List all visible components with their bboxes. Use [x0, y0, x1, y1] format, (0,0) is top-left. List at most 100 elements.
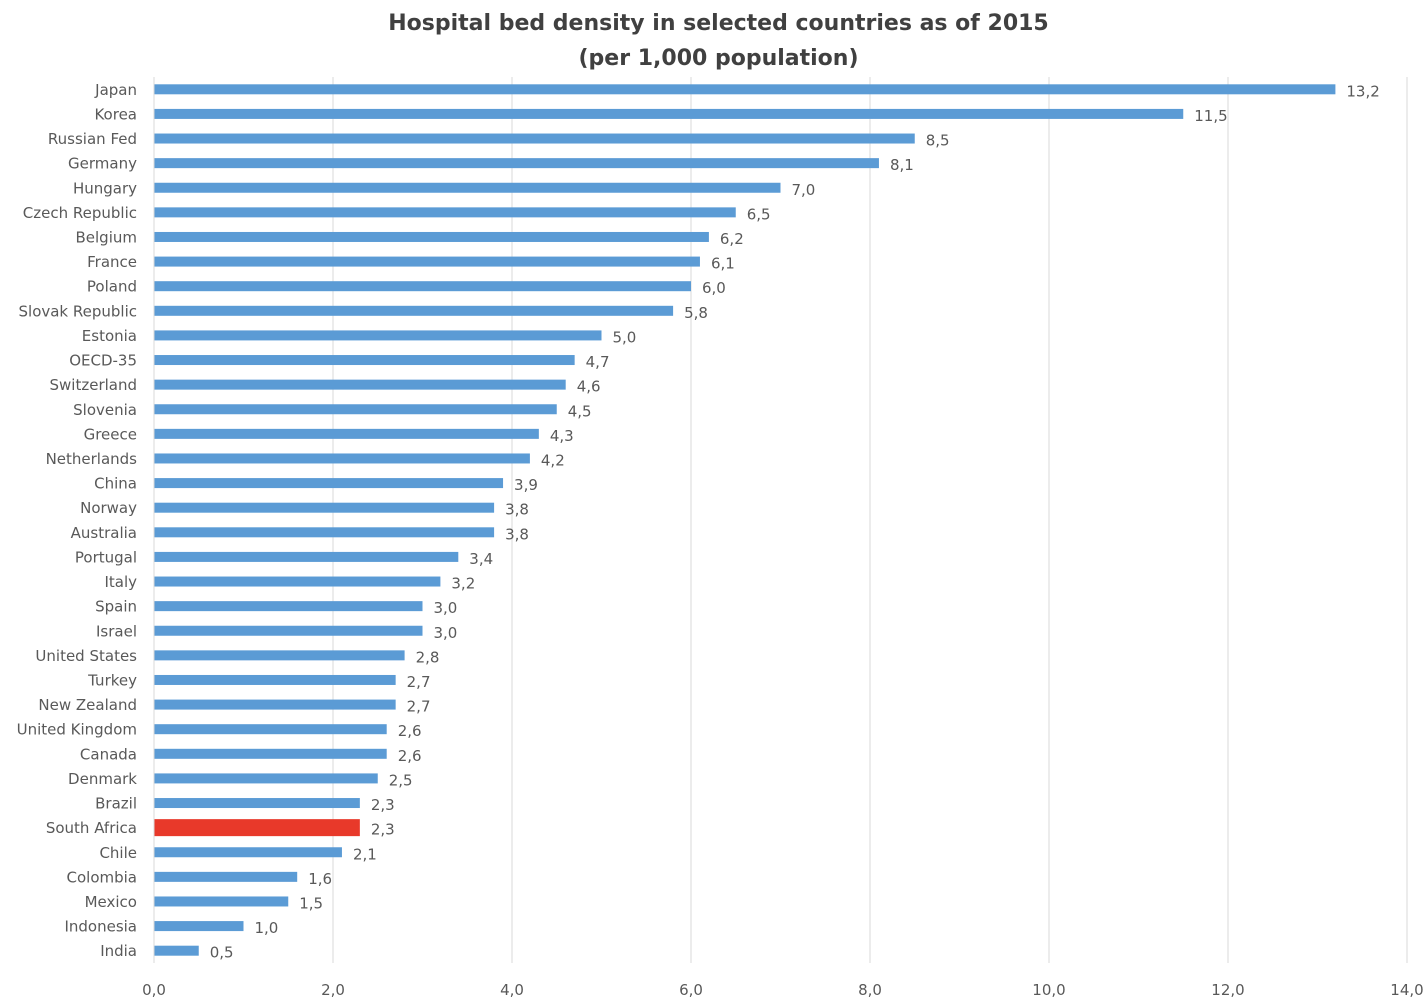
x-tick-label: 12,0	[1211, 981, 1244, 997]
x-tick-label: 0,0	[142, 981, 166, 997]
bar	[154, 84, 1336, 95]
data-label: 6,1	[711, 255, 735, 273]
category-label: Chile	[99, 844, 137, 862]
data-label: 2,6	[398, 722, 422, 740]
bar	[154, 404, 557, 415]
data-label: 2,8	[416, 648, 440, 666]
category-label: Mexico	[85, 893, 137, 911]
bar	[154, 527, 495, 538]
category-label: Portugal	[75, 548, 137, 566]
data-label: 1,6	[308, 870, 332, 888]
bar	[154, 355, 575, 366]
category-label: Norway	[80, 499, 137, 517]
category-label: Netherlands	[46, 450, 138, 468]
category-label: United Kingdom	[17, 721, 137, 739]
bar	[154, 625, 423, 636]
bar	[154, 576, 441, 587]
bar	[154, 871, 298, 882]
data-label: 8,5	[926, 132, 950, 150]
x-tick-label: 10,0	[1032, 981, 1065, 997]
data-label: 5,0	[613, 328, 637, 346]
bar	[154, 330, 602, 341]
bar	[154, 379, 566, 390]
data-label: 2,7	[407, 698, 431, 716]
bar	[154, 748, 387, 759]
data-label: 1,5	[299, 894, 323, 912]
data-label: 2,1	[353, 845, 377, 863]
data-label: 4,6	[577, 378, 601, 396]
bar	[154, 650, 405, 661]
data-label: 2,3	[371, 821, 395, 839]
bar	[154, 428, 539, 439]
bar	[154, 724, 387, 735]
data-label: 7,0	[792, 181, 816, 199]
data-label: 2,7	[407, 673, 431, 691]
bar	[154, 601, 423, 612]
data-label: 2,3	[371, 796, 395, 814]
data-label: 3,0	[434, 599, 458, 617]
category-label: Czech Republic	[23, 204, 137, 222]
category-label: Poland	[87, 278, 137, 296]
data-label: 6,2	[720, 230, 744, 248]
category-label: Japan	[94, 81, 137, 99]
category-label: New Zealand	[38, 696, 137, 714]
data-label: 2,5	[389, 771, 413, 789]
x-tick-label: 6,0	[679, 981, 703, 997]
data-label: 8,1	[890, 156, 914, 174]
category-label: Belgium	[76, 228, 138, 246]
bar	[154, 108, 1184, 119]
data-label: 1,0	[255, 919, 279, 937]
data-label: 3,0	[434, 624, 458, 642]
bar	[154, 945, 199, 956]
data-label: 4,3	[550, 427, 574, 445]
category-label: United States	[35, 647, 137, 665]
bar	[154, 699, 396, 710]
category-label: OECD-35	[69, 352, 137, 370]
category-label: Slovenia	[73, 401, 137, 419]
category-label: Brazil	[95, 795, 137, 813]
bar	[154, 281, 691, 292]
category-label: Estonia	[82, 327, 137, 345]
x-tick-label: 4,0	[500, 981, 524, 997]
x-tick-label: 14,0	[1390, 981, 1423, 997]
category-label: Indonesia	[64, 918, 137, 936]
bar	[154, 896, 289, 907]
category-label: India	[100, 942, 137, 960]
bar	[154, 847, 342, 858]
category-label: Italy	[104, 573, 137, 591]
bar	[154, 305, 674, 316]
data-label: 3,8	[505, 525, 529, 543]
category-label: Canada	[80, 745, 137, 763]
bar	[154, 158, 879, 169]
bar	[154, 182, 781, 193]
x-tick-label: 2,0	[321, 981, 345, 997]
category-label: Switzerland	[50, 376, 138, 394]
category-label: Colombia	[67, 868, 138, 886]
x-tick-label: 8,0	[858, 981, 882, 997]
chart-subtitle: (per 1,000 population)	[578, 46, 859, 71]
bar	[154, 773, 378, 784]
data-label: 4,5	[568, 402, 592, 420]
data-label: 4,2	[541, 451, 565, 469]
data-label: 3,9	[514, 476, 538, 494]
category-label: France	[87, 253, 137, 271]
category-label: Denmark	[68, 770, 137, 788]
data-label: 4,7	[586, 353, 610, 371]
data-label: 6,5	[747, 205, 771, 223]
bar	[154, 256, 700, 267]
data-label: 3,2	[451, 575, 475, 593]
bar	[154, 133, 915, 144]
data-label: 3,4	[469, 550, 493, 568]
data-label: 5,8	[684, 304, 708, 322]
category-label: Australia	[71, 524, 137, 542]
category-label: Slovak Republic	[19, 302, 138, 320]
bar	[154, 207, 736, 218]
category-label: Russian Fed	[48, 130, 137, 148]
data-label: 13,2	[1346, 82, 1379, 100]
data-label: 11,5	[1194, 107, 1227, 125]
bar	[154, 921, 244, 932]
bar	[154, 502, 495, 513]
category-label: Germany	[68, 155, 137, 173]
